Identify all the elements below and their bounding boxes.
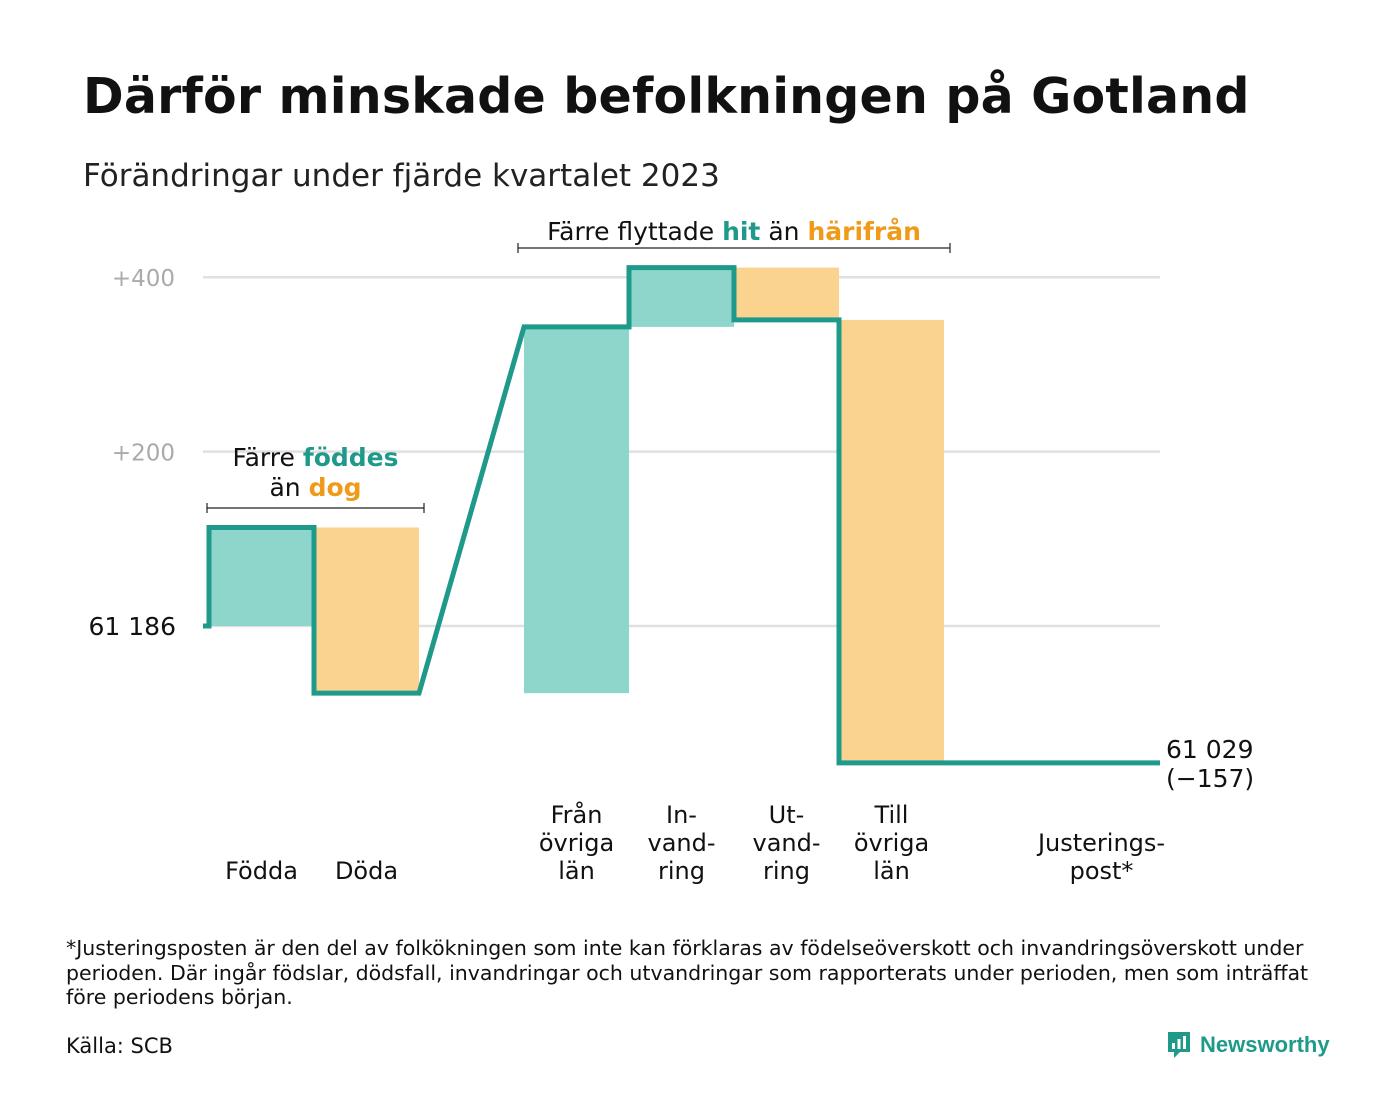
category-label: ring — [658, 857, 705, 885]
category-label: Från — [551, 800, 603, 829]
category-label: ring — [763, 857, 810, 885]
brand-name: Newsworthy — [1200, 1032, 1330, 1057]
births-deaths-text-part: dog — [309, 473, 362, 502]
migration-text: Färre flyttade hit än härifrån — [547, 217, 921, 246]
category-label: län — [558, 857, 595, 885]
bar-födda — [209, 527, 314, 626]
migration-text-part: än — [760, 217, 807, 246]
bar-invandring — [629, 267, 734, 327]
cumulative-step-line — [203, 265, 1160, 766]
start-value-label: 61 186 — [89, 612, 176, 641]
chart-title: Därför minskade befolkningen på Gotland — [83, 68, 1250, 125]
migration-text-part: härifrån — [807, 217, 920, 246]
source-credit: Källa: SCB — [66, 1034, 173, 1058]
bar-döda — [314, 527, 419, 694]
category-label: Justerings- — [1036, 829, 1165, 857]
y-tick-label: +200 — [112, 441, 175, 467]
births-deaths-text-part: Färre — [233, 443, 303, 472]
category-label: Till — [874, 801, 909, 829]
births-deaths-text: än dog — [269, 473, 361, 502]
bar-utvandring — [734, 267, 839, 320]
newsworthy-logo-icon — [1168, 1032, 1190, 1058]
category-label: Döda — [335, 857, 398, 885]
y-tick-label: +400 — [112, 266, 175, 292]
category-label: post* — [1070, 857, 1134, 885]
category-label: In- — [666, 801, 697, 829]
category-label: övriga — [854, 829, 929, 857]
category-label: län — [873, 857, 910, 885]
category-label: Ut- — [769, 801, 805, 829]
migration-text-part: Färre flyttade — [547, 217, 722, 246]
category-label: övriga — [539, 829, 614, 857]
births-deaths-text-part: än — [269, 473, 308, 502]
births-deaths-text-part: föddes — [303, 443, 399, 472]
chart-subtitle: Förändringar under fjärde kvartalet 2023 — [83, 158, 720, 194]
brand-logo: Newsworthy — [1166, 1030, 1330, 1060]
end-value-label: 61 029 — [1166, 735, 1253, 764]
bar-till-övriga-län — [839, 319, 944, 763]
end-change-label: (−157) — [1166, 764, 1254, 793]
category-label: vand- — [647, 829, 715, 857]
migration-text-part: hit — [722, 217, 760, 246]
births-deaths-text: Färre föddes — [233, 443, 399, 472]
category-label: Födda — [225, 857, 298, 885]
bar-från-övriga-län — [524, 326, 629, 694]
category-label: vand- — [752, 829, 820, 857]
footnote: *Justeringsposten är den del av folkökni… — [66, 936, 1309, 1010]
